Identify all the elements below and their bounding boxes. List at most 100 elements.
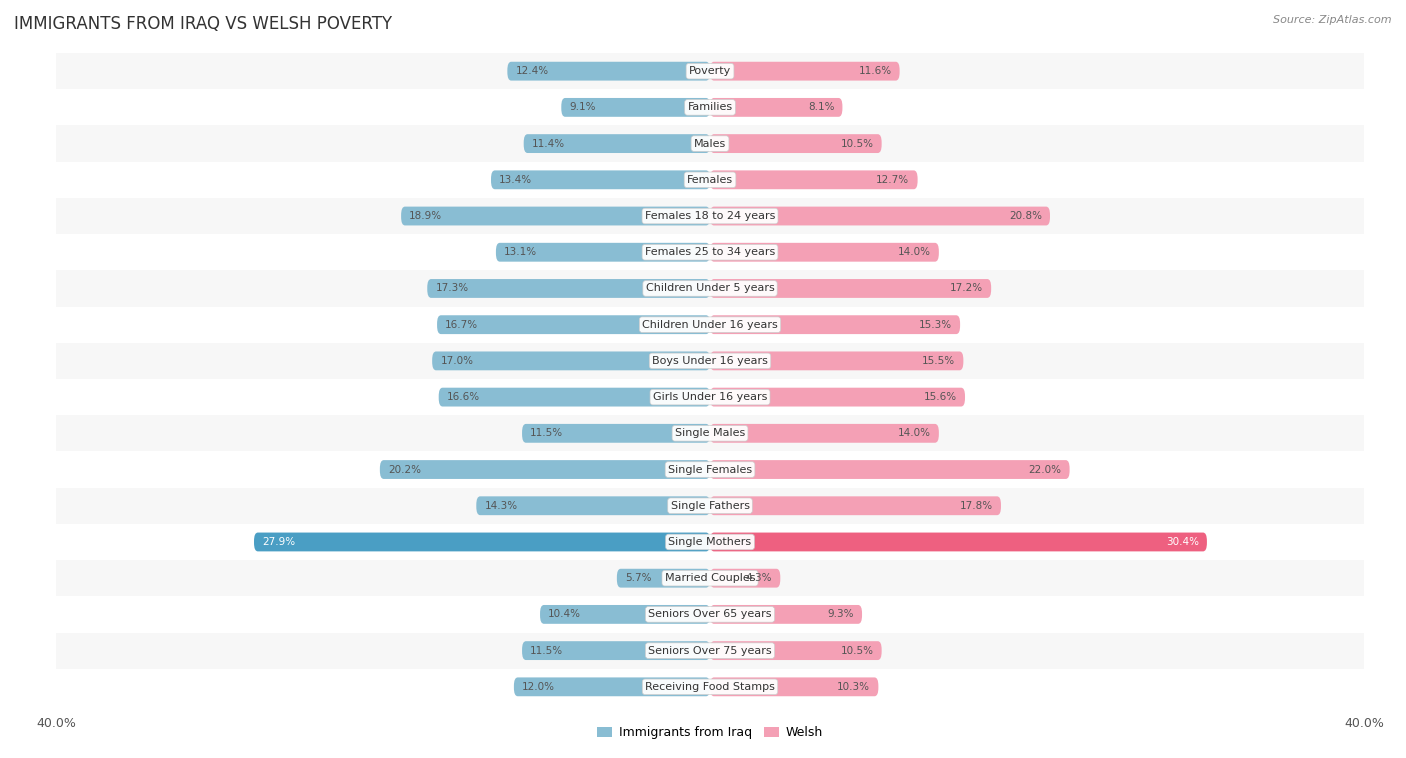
FancyBboxPatch shape bbox=[710, 641, 882, 660]
Bar bbox=[56, 487, 1364, 524]
Bar bbox=[56, 161, 1364, 198]
FancyBboxPatch shape bbox=[477, 496, 710, 515]
Text: 9.3%: 9.3% bbox=[827, 609, 853, 619]
Bar bbox=[56, 53, 1364, 89]
Text: 13.1%: 13.1% bbox=[505, 247, 537, 257]
Text: 17.3%: 17.3% bbox=[436, 283, 468, 293]
FancyBboxPatch shape bbox=[710, 496, 1001, 515]
Text: Single Females: Single Females bbox=[668, 465, 752, 475]
Text: 17.0%: 17.0% bbox=[440, 356, 474, 366]
Bar bbox=[56, 234, 1364, 271]
FancyBboxPatch shape bbox=[710, 678, 879, 697]
FancyBboxPatch shape bbox=[523, 134, 710, 153]
FancyBboxPatch shape bbox=[710, 98, 842, 117]
FancyBboxPatch shape bbox=[432, 352, 710, 371]
Bar bbox=[56, 560, 1364, 597]
FancyBboxPatch shape bbox=[427, 279, 710, 298]
Text: 8.1%: 8.1% bbox=[808, 102, 834, 112]
FancyBboxPatch shape bbox=[710, 243, 939, 262]
FancyBboxPatch shape bbox=[710, 171, 918, 190]
Bar bbox=[56, 524, 1364, 560]
Text: 11.6%: 11.6% bbox=[858, 66, 891, 76]
Text: Single Fathers: Single Fathers bbox=[671, 501, 749, 511]
Text: Seniors Over 65 years: Seniors Over 65 years bbox=[648, 609, 772, 619]
Text: 13.4%: 13.4% bbox=[499, 175, 533, 185]
Text: Source: ZipAtlas.com: Source: ZipAtlas.com bbox=[1274, 15, 1392, 25]
Text: Poverty: Poverty bbox=[689, 66, 731, 76]
FancyBboxPatch shape bbox=[710, 352, 963, 371]
FancyBboxPatch shape bbox=[439, 387, 710, 406]
Text: 4.3%: 4.3% bbox=[745, 573, 772, 583]
Text: 20.2%: 20.2% bbox=[388, 465, 420, 475]
Text: 16.7%: 16.7% bbox=[446, 320, 478, 330]
Bar bbox=[56, 379, 1364, 415]
Text: 16.6%: 16.6% bbox=[447, 392, 479, 402]
FancyBboxPatch shape bbox=[710, 134, 882, 153]
Text: 10.3%: 10.3% bbox=[837, 682, 870, 692]
Text: Families: Families bbox=[688, 102, 733, 112]
Text: 27.9%: 27.9% bbox=[262, 537, 295, 547]
Text: 14.3%: 14.3% bbox=[485, 501, 517, 511]
FancyBboxPatch shape bbox=[710, 460, 1070, 479]
FancyBboxPatch shape bbox=[710, 279, 991, 298]
FancyBboxPatch shape bbox=[540, 605, 710, 624]
Text: 14.0%: 14.0% bbox=[897, 428, 931, 438]
FancyBboxPatch shape bbox=[522, 424, 710, 443]
Text: Married Couples: Married Couples bbox=[665, 573, 755, 583]
Text: Females 18 to 24 years: Females 18 to 24 years bbox=[645, 211, 775, 221]
FancyBboxPatch shape bbox=[710, 315, 960, 334]
Bar bbox=[56, 89, 1364, 126]
FancyBboxPatch shape bbox=[710, 605, 862, 624]
Text: 11.5%: 11.5% bbox=[530, 428, 564, 438]
FancyBboxPatch shape bbox=[491, 171, 710, 190]
FancyBboxPatch shape bbox=[710, 533, 1206, 551]
FancyBboxPatch shape bbox=[710, 61, 900, 80]
Text: Females: Females bbox=[688, 175, 733, 185]
Text: 10.5%: 10.5% bbox=[841, 139, 873, 149]
FancyBboxPatch shape bbox=[401, 207, 710, 225]
Text: 15.5%: 15.5% bbox=[922, 356, 955, 366]
Text: Seniors Over 75 years: Seniors Over 75 years bbox=[648, 646, 772, 656]
Text: IMMIGRANTS FROM IRAQ VS WELSH POVERTY: IMMIGRANTS FROM IRAQ VS WELSH POVERTY bbox=[14, 15, 392, 33]
Text: Girls Under 16 years: Girls Under 16 years bbox=[652, 392, 768, 402]
FancyBboxPatch shape bbox=[496, 243, 710, 262]
Text: Females 25 to 34 years: Females 25 to 34 years bbox=[645, 247, 775, 257]
FancyBboxPatch shape bbox=[710, 207, 1050, 225]
Text: 17.2%: 17.2% bbox=[950, 283, 983, 293]
Text: 10.4%: 10.4% bbox=[548, 609, 581, 619]
Text: 9.1%: 9.1% bbox=[569, 102, 596, 112]
FancyBboxPatch shape bbox=[508, 61, 710, 80]
FancyBboxPatch shape bbox=[710, 568, 780, 587]
Text: Males: Males bbox=[695, 139, 725, 149]
Text: 14.0%: 14.0% bbox=[897, 247, 931, 257]
Text: Boys Under 16 years: Boys Under 16 years bbox=[652, 356, 768, 366]
Text: 11.4%: 11.4% bbox=[531, 139, 565, 149]
Text: 5.7%: 5.7% bbox=[626, 573, 651, 583]
Text: Single Mothers: Single Mothers bbox=[668, 537, 752, 547]
Text: 10.5%: 10.5% bbox=[841, 646, 873, 656]
Text: 30.4%: 30.4% bbox=[1166, 537, 1199, 547]
Text: Children Under 5 years: Children Under 5 years bbox=[645, 283, 775, 293]
Text: 12.0%: 12.0% bbox=[522, 682, 555, 692]
Bar bbox=[56, 126, 1364, 161]
Bar bbox=[56, 306, 1364, 343]
FancyBboxPatch shape bbox=[561, 98, 710, 117]
FancyBboxPatch shape bbox=[710, 387, 965, 406]
Bar bbox=[56, 669, 1364, 705]
Bar bbox=[56, 198, 1364, 234]
Text: Receiving Food Stamps: Receiving Food Stamps bbox=[645, 682, 775, 692]
Text: 18.9%: 18.9% bbox=[409, 211, 443, 221]
Text: 15.6%: 15.6% bbox=[924, 392, 957, 402]
FancyBboxPatch shape bbox=[437, 315, 710, 334]
Bar bbox=[56, 343, 1364, 379]
Text: 12.7%: 12.7% bbox=[876, 175, 910, 185]
Bar bbox=[56, 632, 1364, 669]
Bar bbox=[56, 415, 1364, 452]
Text: 11.5%: 11.5% bbox=[530, 646, 564, 656]
Text: 20.8%: 20.8% bbox=[1010, 211, 1042, 221]
Text: 17.8%: 17.8% bbox=[960, 501, 993, 511]
FancyBboxPatch shape bbox=[254, 533, 710, 551]
FancyBboxPatch shape bbox=[515, 678, 710, 697]
Legend: Immigrants from Iraq, Welsh: Immigrants from Iraq, Welsh bbox=[592, 722, 828, 744]
Bar bbox=[56, 597, 1364, 632]
